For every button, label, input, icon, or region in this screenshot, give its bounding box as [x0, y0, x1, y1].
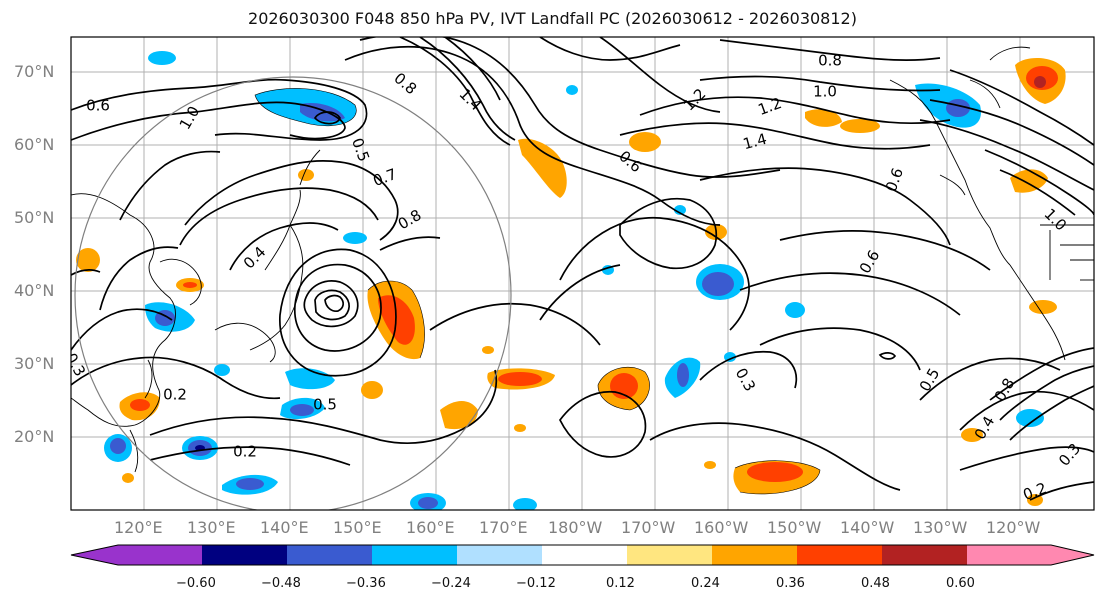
colorbar — [70, 544, 1095, 566]
lon-label-180w: 180°W — [548, 518, 603, 537]
lat-label-30n: 30°N — [14, 354, 55, 373]
colorbar-segment — [542, 545, 628, 565]
lat-label-70n: 70°N — [14, 62, 55, 81]
lon-label-160e: 160°E — [406, 518, 455, 537]
lon-label-120w: 120°W — [986, 518, 1041, 537]
contour-label: 0.2 — [233, 443, 257, 461]
colorbar-tick-label: 0.48 — [861, 576, 890, 591]
colorbar-tick-label: −0.24 — [431, 576, 471, 591]
lon-label-140e: 140°E — [260, 518, 309, 537]
colorbar-segment — [882, 545, 968, 565]
contour-label: 1.0 — [813, 83, 837, 101]
colorbar-extend-low — [71, 545, 203, 565]
lon-label-150w: 150°W — [767, 518, 822, 537]
lon-label-130e: 130°E — [187, 518, 236, 537]
colorbar-extend-high — [967, 545, 1094, 565]
lat-label-20n: 20°N — [14, 427, 55, 446]
lat-label-50n: 50°N — [14, 208, 55, 227]
contour-label: 0.2 — [163, 386, 187, 404]
colorbar-tick-label: 0.36 — [776, 576, 805, 591]
colorbar-tick-label: 0.60 — [946, 576, 975, 591]
contour-label: 0.5 — [313, 396, 337, 414]
map-title: 2026030300 F048 850 hPa PV, IVT Landfall… — [248, 9, 857, 28]
colorbar-outline — [70, 544, 1095, 566]
lat-label-60n: 60°N — [14, 135, 55, 154]
lon-label-150e: 150°E — [333, 518, 382, 537]
colorbar-tick-label: −0.36 — [346, 576, 386, 591]
colorbar-segment — [457, 545, 543, 565]
colorbar-tick-label: 0.24 — [691, 576, 720, 591]
lon-label-120e: 120°E — [114, 518, 163, 537]
ivt-contours — [254, 88, 821, 495]
landfall-region-circle — [74, 76, 512, 510]
colorbar-segment — [372, 545, 458, 565]
lon-label-160w: 160°W — [694, 518, 749, 537]
contour-label: 0.6 — [86, 97, 110, 115]
colorbar-tick-label: 0.12 — [606, 576, 635, 591]
lon-label-170w: 170°W — [621, 518, 676, 537]
colorbar-segment — [712, 545, 798, 565]
colorbar-segment — [287, 545, 373, 565]
coastlines — [71, 46, 1094, 473]
colorbar-tick-label: −0.12 — [516, 576, 556, 591]
colorbar-segment — [627, 545, 713, 565]
lat-label-40n: 40°N — [14, 281, 55, 300]
colorbar-segment — [202, 545, 288, 565]
pv-contours — [71, 37, 1094, 501]
lon-label-130w: 130°W — [913, 518, 968, 537]
colorbar-tick-label: −0.48 — [261, 576, 301, 591]
contour-label: 1.4 — [741, 130, 769, 154]
lon-label-170e: 170°E — [479, 518, 528, 537]
contour-label: 0.8 — [818, 52, 842, 70]
pv-shading — [76, 51, 1066, 510]
map-frame — [70, 36, 1095, 511]
colorbar-segment — [797, 545, 883, 565]
colorbar-tick-label: −0.60 — [176, 576, 216, 591]
lon-label-140w: 140°W — [840, 518, 895, 537]
